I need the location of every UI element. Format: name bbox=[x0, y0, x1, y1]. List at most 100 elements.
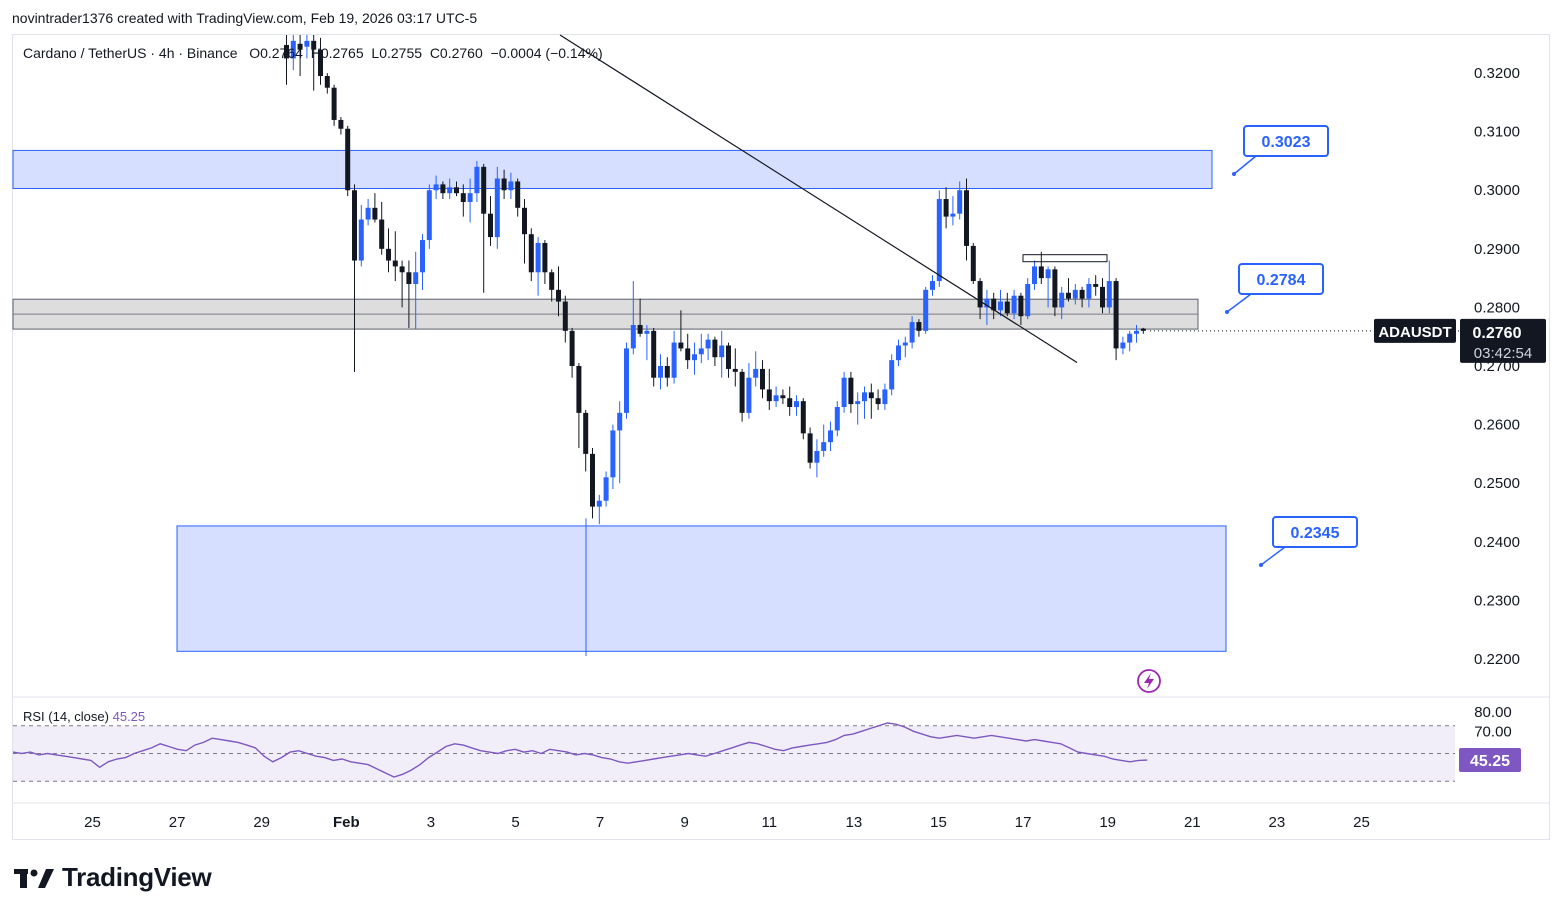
candle-body bbox=[481, 166, 487, 214]
zone-1 bbox=[12, 149, 1213, 189]
candle-body bbox=[732, 368, 738, 372]
candle-body bbox=[868, 392, 874, 399]
candle-body bbox=[1113, 281, 1119, 349]
badges-layer: ADAUSDT 0.2760 03:42:54 45.25 bbox=[1374, 318, 1546, 773]
tradingview-logo[interactable]: TradingView bbox=[14, 862, 212, 893]
candle-body bbox=[331, 87, 337, 120]
candle-body bbox=[460, 193, 466, 202]
candle-body bbox=[753, 368, 759, 378]
price-axis: 0.32000.31000.30000.29000.28000.27000.26… bbox=[1474, 65, 1520, 741]
candle-body bbox=[556, 289, 561, 302]
candle-body bbox=[855, 401, 861, 405]
candle-body bbox=[698, 348, 704, 355]
candle-body bbox=[760, 368, 765, 390]
candle-body bbox=[862, 392, 867, 402]
candle-body bbox=[610, 430, 616, 478]
price-tick-label: 0.2600 bbox=[1474, 417, 1520, 434]
candle-body bbox=[902, 342, 908, 346]
candle-body bbox=[692, 354, 697, 361]
callout-anchor bbox=[1259, 563, 1263, 567]
time-tick-label: 7 bbox=[596, 814, 604, 831]
candle-body bbox=[1086, 283, 1092, 299]
candle-body bbox=[379, 219, 385, 249]
ticker-badge-bg bbox=[1374, 318, 1456, 343]
chart-frame bbox=[12, 34, 1550, 840]
candle-body bbox=[678, 342, 684, 349]
candle-body bbox=[889, 360, 895, 390]
trendline bbox=[559, 34, 1078, 363]
candle-body bbox=[1011, 295, 1017, 314]
rsi-legend[interactable]: RSI (14, close) 45.25 bbox=[23, 709, 145, 724]
price-callout-0.2345: 0.2345 bbox=[1259, 516, 1358, 567]
candle-body bbox=[515, 181, 521, 208]
candle-body bbox=[773, 395, 779, 402]
close-value: C0.2760 bbox=[429, 45, 483, 61]
candle-body bbox=[1004, 301, 1010, 314]
callout-label: 0.2784 bbox=[1257, 272, 1306, 289]
chart-credit: novintrader1376 created with TradingView… bbox=[12, 10, 478, 26]
candle-body bbox=[522, 207, 527, 235]
change-value: −0.0004 (−0.14%) bbox=[490, 45, 603, 61]
price-badge: 0.2760 03:42:54 bbox=[1460, 318, 1546, 363]
overlays-layer: 0.3023 0.2784 0.2345 bbox=[559, 34, 1470, 693]
ticker-badge-label: ADAUSDT bbox=[1378, 324, 1451, 341]
time-tick-label: 27 bbox=[169, 814, 186, 831]
price-tick-label: 0.2200 bbox=[1474, 651, 1520, 668]
candle-body bbox=[501, 178, 507, 191]
candle-body bbox=[930, 281, 935, 290]
candle-body bbox=[739, 371, 745, 413]
candle-body bbox=[433, 184, 439, 191]
candle-body bbox=[386, 248, 391, 261]
time-tick-label: 15 bbox=[930, 814, 947, 831]
candle-body bbox=[467, 193, 473, 202]
candle-body bbox=[719, 345, 725, 358]
callout-anchor bbox=[1225, 310, 1229, 314]
rsi-badge-bg bbox=[1459, 748, 1521, 773]
rsi-badge-label: 45.25 bbox=[1470, 753, 1510, 770]
candle-body bbox=[671, 342, 677, 378]
zone-3 bbox=[176, 525, 1227, 652]
price-tick-label: 0.2300 bbox=[1474, 592, 1520, 609]
candle-body bbox=[1052, 269, 1058, 308]
candle-body bbox=[474, 166, 480, 194]
candle-body bbox=[991, 298, 997, 311]
candle-body bbox=[1059, 292, 1065, 308]
price-tick-label: 0.3000 bbox=[1474, 182, 1520, 199]
candle-body bbox=[1072, 289, 1078, 299]
candle-body bbox=[413, 272, 419, 284]
candle-body bbox=[1025, 283, 1031, 317]
candle-body bbox=[297, 43, 303, 50]
time-tick-label: 13 bbox=[846, 814, 863, 831]
range-marker bbox=[1022, 254, 1108, 263]
candle-body bbox=[590, 453, 595, 507]
candle-body bbox=[399, 266, 405, 273]
candle-body bbox=[950, 213, 956, 217]
candle-body bbox=[1134, 330, 1139, 334]
candle-body bbox=[828, 430, 833, 443]
candle-body bbox=[875, 398, 881, 405]
candle-body bbox=[617, 412, 623, 431]
candle-body bbox=[1120, 342, 1126, 349]
candle-body bbox=[957, 190, 963, 214]
candle-body bbox=[420, 240, 425, 273]
zones-layer bbox=[12, 149, 1227, 652]
callout-box bbox=[1272, 516, 1358, 548]
symbol-label[interactable]: Cardano / TetherUS · 4h · Binance bbox=[23, 45, 238, 61]
high-value: H0.2765 bbox=[310, 45, 364, 61]
candle-body bbox=[746, 377, 752, 413]
rsi-line bbox=[12, 722, 1148, 778]
rsi-current-value: 45.25 bbox=[112, 709, 146, 724]
lightning-bolt bbox=[1144, 673, 1154, 689]
rsi-scale-label: 80.00 bbox=[1474, 704, 1512, 721]
ticker-badge: ADAUSDT bbox=[1374, 318, 1456, 343]
candle-body bbox=[658, 366, 663, 378]
candle-body bbox=[549, 272, 555, 290]
candle-body bbox=[1066, 292, 1071, 299]
candle-body bbox=[365, 207, 371, 220]
time-tick-label: 25 bbox=[84, 814, 101, 831]
candle-body bbox=[766, 389, 772, 402]
candle-body bbox=[984, 298, 990, 308]
ohlc-header: Cardano / TetherUS · 4h · Binance O0.276… bbox=[23, 45, 603, 61]
price-tick-label: 0.2800 bbox=[1474, 299, 1520, 316]
